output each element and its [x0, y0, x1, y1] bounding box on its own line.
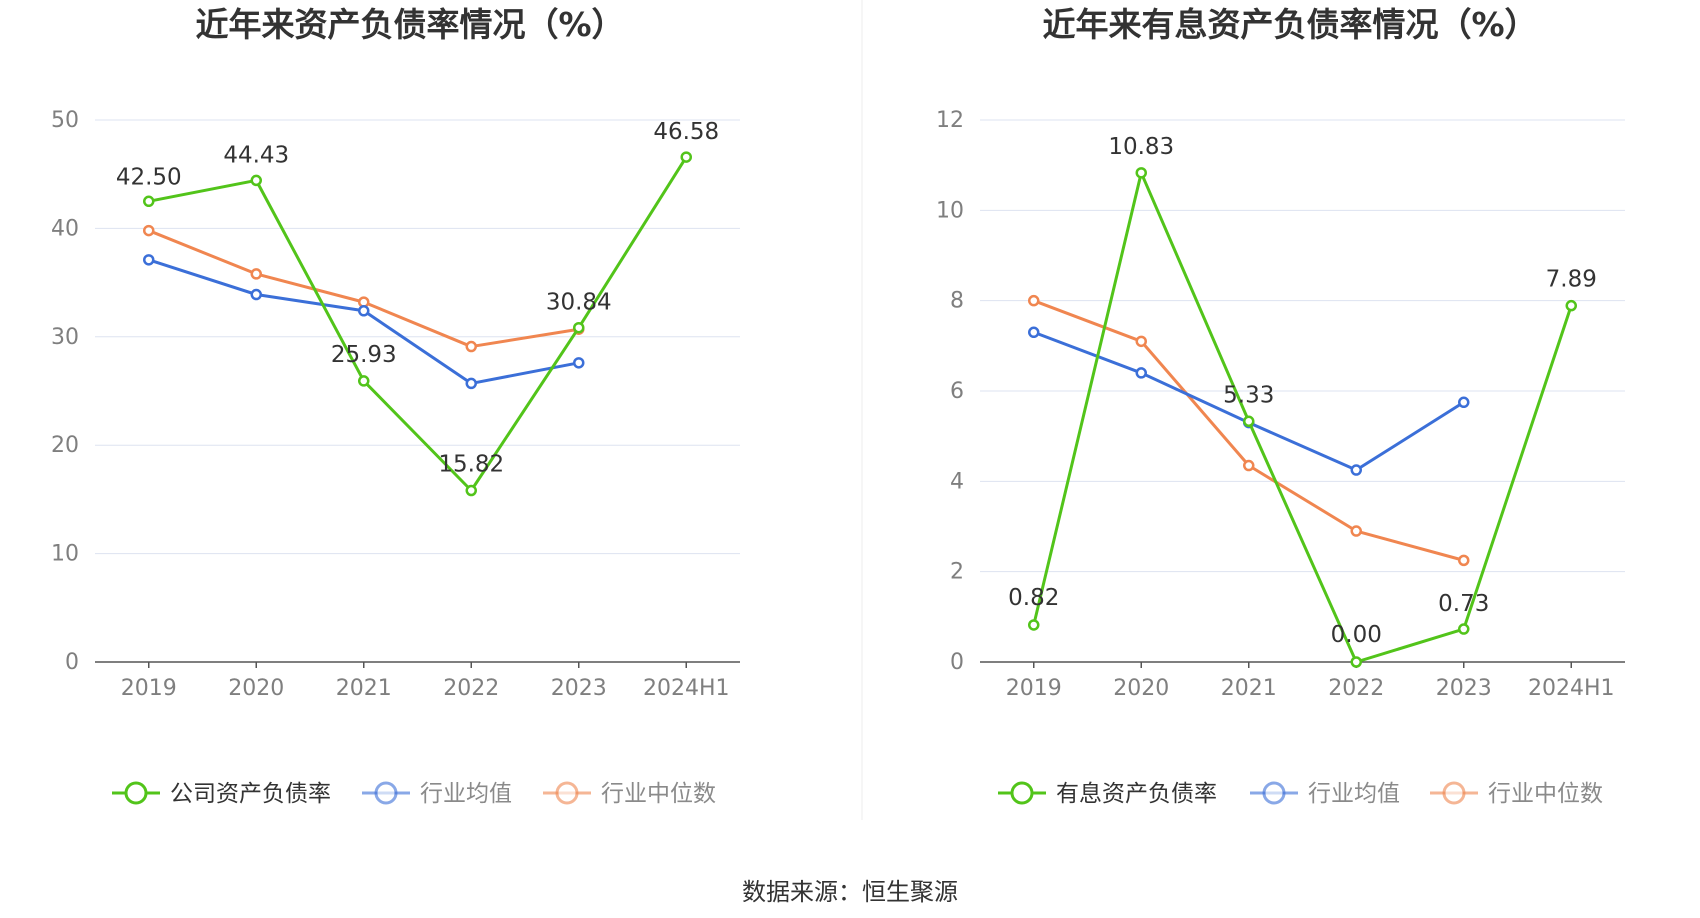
- y-tick-label: 50: [51, 108, 79, 133]
- legend-label: 公司资产负债率: [170, 781, 331, 807]
- x-tick-label: 2020: [228, 676, 284, 701]
- data-point: [1243, 459, 1255, 472]
- y-tick-label: 10: [936, 198, 964, 223]
- data-point: [573, 357, 585, 369]
- legend-label: 行业中位数: [1488, 781, 1603, 807]
- x-tick-label: 2022: [1328, 676, 1384, 701]
- data-label: 5.33: [1223, 382, 1274, 408]
- data-label: 0.00: [1331, 622, 1382, 648]
- data-point: [358, 375, 370, 387]
- y-tick-label: 4: [950, 469, 964, 494]
- data-point: [1458, 396, 1470, 409]
- debt-ratio-chart: 近年来资产负债率情况（%） 0 10 20 30 40 50 2019 2020 2021 202…: [51, 5, 740, 807]
- legend-item[interactable]: 有息资产负债率: [998, 781, 1217, 807]
- data-label: 15.82: [438, 452, 504, 478]
- data-label: 7.89: [1546, 267, 1597, 293]
- data-label: 0.73: [1438, 591, 1489, 617]
- legend-label: 行业中位数: [601, 781, 716, 807]
- legend-item[interactable]: 行业中位数: [1430, 781, 1603, 807]
- x-tick-label: 2021: [336, 676, 392, 701]
- x-tick-label: 2021: [1221, 676, 1277, 701]
- data-point: [1135, 367, 1147, 379]
- x-tick-label: 2023: [1436, 676, 1492, 701]
- data-label: 10.83: [1108, 134, 1174, 160]
- data-point: [250, 268, 262, 280]
- data-point: [1350, 656, 1362, 668]
- legend-label: 有息资产负债率: [1056, 781, 1217, 807]
- y-tick-label: 30: [51, 325, 79, 350]
- data-point: [1350, 525, 1362, 537]
- legend-item[interactable]: 行业均值: [362, 781, 512, 807]
- x-tick-label: 2019: [1006, 676, 1062, 701]
- legend-item[interactable]: 行业中位数: [543, 781, 716, 807]
- data-point: [1458, 554, 1470, 567]
- data-point: [1458, 623, 1470, 635]
- chart-title: 近年来有息资产负债率情况（%）: [1042, 5, 1537, 44]
- legend-marker: [1262, 781, 1286, 805]
- legend-item[interactable]: 公司资产负债率: [112, 781, 331, 807]
- series-line: [148, 156, 688, 493]
- x-tick-label: 2024H1: [1528, 676, 1615, 701]
- y-tick-label: 0: [950, 650, 964, 675]
- data-label: 46.58: [653, 119, 719, 145]
- data-label: 42.50: [116, 164, 182, 190]
- x-tick-label: 2023: [551, 676, 607, 701]
- legend-label: 行业均值: [420, 781, 512, 807]
- data-point: [573, 321, 585, 334]
- data-point: [1243, 415, 1255, 428]
- legend-item[interactable]: 行业均值: [1250, 781, 1400, 807]
- legend-marker: [1010, 781, 1034, 805]
- legend-marker: [555, 781, 579, 805]
- x-tick-label: 2019: [121, 676, 177, 701]
- x-tick-label: 2020: [1113, 676, 1169, 701]
- data-point: [250, 174, 262, 187]
- y-tick-label: 0: [65, 650, 79, 675]
- chart-title: 近年来资产负债率情况（%）: [195, 5, 624, 44]
- legend-marker: [374, 781, 398, 805]
- y-tick-label: 10: [51, 542, 79, 567]
- interest-bearing-debt-ratio-chart: 近年来有息资产负债率情况（%） 0 2 4 6 8 10 12 2019 2020 2021 202…: [936, 5, 1625, 807]
- data-label: 0.82: [1008, 585, 1059, 611]
- data-point: [143, 195, 155, 208]
- data-label: 44.43: [223, 142, 289, 168]
- data-point: [680, 151, 692, 163]
- x-tick-label: 2022: [443, 676, 499, 701]
- y-tick-label: 6: [950, 379, 964, 404]
- series-line: [1032, 171, 1573, 664]
- legend-label: 行业均值: [1308, 781, 1400, 807]
- data-point: [143, 254, 155, 266]
- data-point: [358, 305, 370, 317]
- series-line: [1033, 299, 1465, 562]
- y-tick-label: 40: [51, 216, 79, 241]
- legend-marker: [124, 781, 148, 805]
- data-point: [250, 288, 262, 301]
- y-tick-label: 2: [950, 560, 964, 585]
- data-point: [465, 377, 477, 390]
- legend-marker: [1442, 781, 1466, 805]
- data-source: 数据来源：恒生聚源: [742, 878, 958, 906]
- data-point: [143, 224, 155, 237]
- data-point: [465, 340, 477, 353]
- data-point: [1565, 299, 1577, 312]
- data-point: [1135, 167, 1147, 179]
- series-line: [148, 229, 579, 349]
- data-point: [1028, 294, 1040, 307]
- y-tick-label: 8: [950, 289, 964, 314]
- data-point: [1028, 619, 1040, 631]
- x-tick-label: 2024H1: [643, 676, 730, 701]
- data-label: 30.84: [546, 290, 612, 316]
- data-point: [465, 484, 477, 497]
- y-tick-label: 12: [936, 108, 964, 133]
- data-point: [1135, 335, 1147, 348]
- y-tick-label: 20: [51, 433, 79, 458]
- data-point: [1350, 464, 1362, 476]
- data-point: [1028, 326, 1040, 339]
- data-label: 25.93: [331, 342, 397, 368]
